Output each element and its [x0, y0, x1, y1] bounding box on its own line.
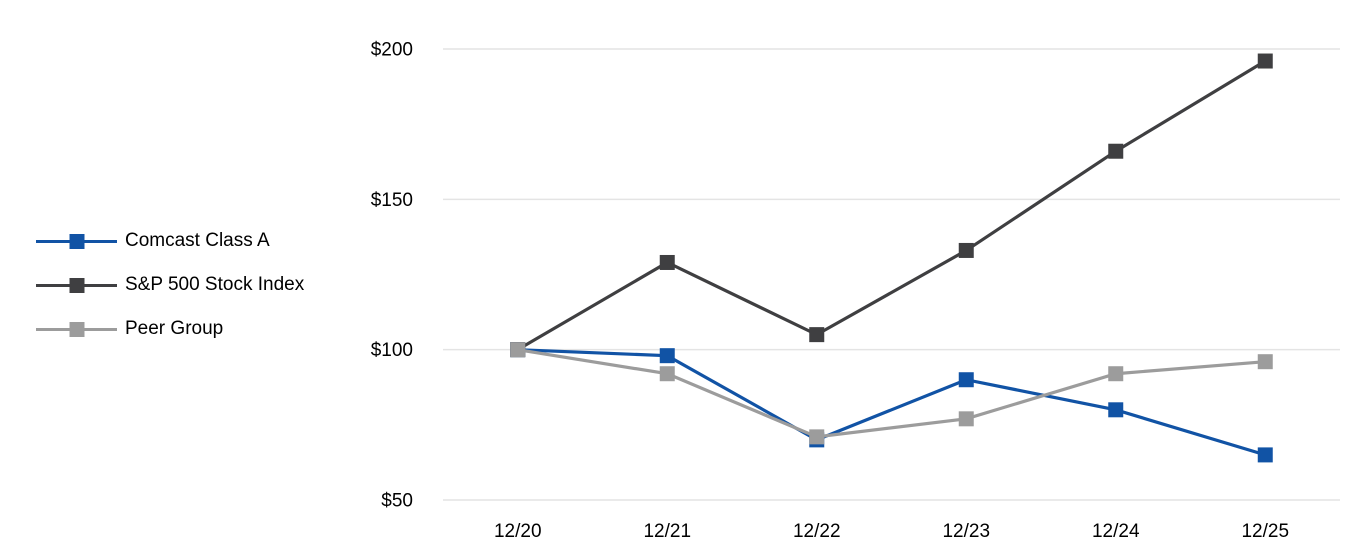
- data-point-s-p-500-stock-index-12/23: [958, 242, 974, 258]
- x-tick-label: 12/23: [942, 521, 990, 542]
- data-point-peer-group-12/22: [809, 429, 825, 445]
- legend-square-comcast: [69, 233, 84, 249]
- legend-square-peer-group: [69, 321, 84, 337]
- legend-item-peer-group: Peer Group: [36, 307, 304, 351]
- series-line-s-p-500-stock-index: [516, 59, 1267, 352]
- data-point-peer-group-12/20: [510, 342, 526, 358]
- data-point-s-p-500-stock-index-12/25: [1257, 53, 1273, 69]
- data-point-comcast-class-a-12/25: [1257, 447, 1273, 463]
- x-tick-label: 12/20: [494, 521, 542, 542]
- data-point-comcast-class-a-12/21: [659, 348, 675, 364]
- legend-marker-peer-group-icon: [36, 321, 117, 337]
- x-tick-label: 12/25: [1241, 521, 1289, 542]
- series-line-comcast-class-a: [517, 348, 1266, 457]
- legend-item-sp500: S&P 500 Stock Index: [36, 263, 304, 307]
- y-tick-label: $50: [381, 491, 413, 512]
- chart-legend: Comcast Class A S&P 500 Stock Index Peer…: [36, 219, 304, 351]
- data-point-s-p-500-stock-index-12/24: [1108, 143, 1124, 159]
- legend-item-comcast-class-a: Comcast Class A: [36, 219, 304, 263]
- y-tick-label: $200: [371, 40, 413, 61]
- data-point-peer-group-12/21: [659, 366, 675, 382]
- data-point-s-p-500-stock-index-12/22: [809, 327, 825, 343]
- x-tick-label: 12/21: [643, 521, 691, 542]
- legend-label-peer-group: Peer Group: [125, 318, 224, 339]
- data-point-peer-group-12/25: [1257, 354, 1273, 370]
- series-line-peer-group: [517, 348, 1266, 439]
- data-point-s-p-500-stock-index-12/21: [659, 254, 675, 270]
- data-point-peer-group-12/23: [958, 411, 974, 427]
- legend-marker-comcast-icon: [36, 233, 117, 249]
- x-tick-label: 12/24: [1092, 521, 1140, 542]
- data-point-comcast-class-a-12/23: [958, 372, 974, 388]
- data-point-peer-group-12/24: [1108, 366, 1124, 382]
- y-tick-label: $100: [371, 340, 413, 361]
- legend-label-sp500: S&P 500 Stock Index: [125, 274, 305, 295]
- x-tick-label: 12/22: [793, 521, 841, 542]
- data-point-comcast-class-a-12/24: [1108, 402, 1124, 418]
- legend-label-comcast: Comcast Class A: [125, 230, 270, 251]
- legend-marker-sp500-icon: [36, 277, 117, 293]
- y-tick-label: $150: [371, 190, 413, 211]
- legend-square-sp500: [69, 277, 84, 293]
